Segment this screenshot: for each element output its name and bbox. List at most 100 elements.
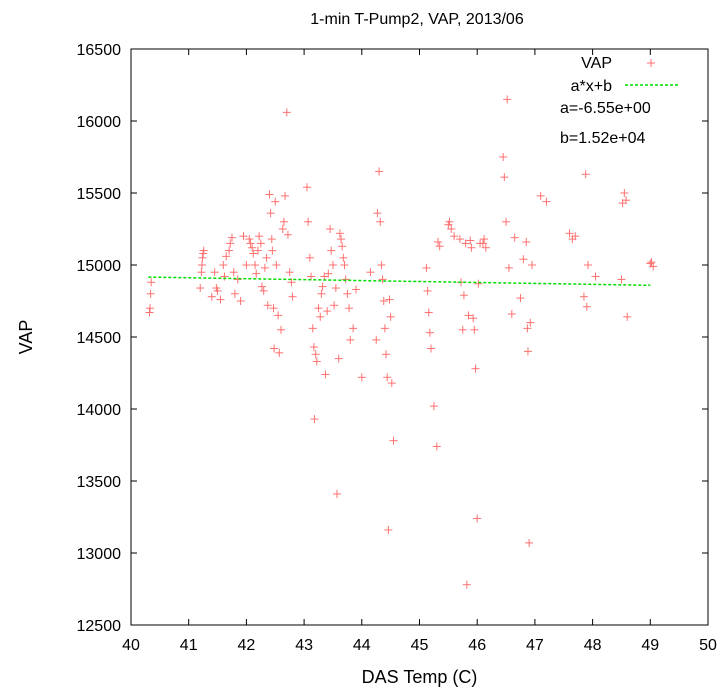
data-point	[285, 268, 294, 277]
data-point	[248, 243, 257, 252]
data-point	[378, 275, 387, 284]
data-point	[473, 514, 482, 523]
data-point	[145, 308, 154, 317]
data-point	[423, 286, 432, 295]
x-axis: 40 41 42 43 44 45 46 47 48 49 50	[122, 49, 717, 654]
data-point	[433, 237, 442, 246]
data-point	[422, 263, 431, 272]
x-tick-label: 42	[238, 637, 256, 654]
data-point	[467, 243, 476, 252]
data-point	[445, 217, 454, 226]
data-point	[324, 269, 333, 278]
fit-line	[148, 276, 651, 287]
data-point	[542, 197, 551, 206]
data-point	[450, 232, 459, 241]
legend-marker-vap	[647, 59, 655, 67]
y-tick-label: 14500	[77, 330, 122, 347]
data-point	[283, 230, 292, 239]
data-point	[525, 538, 534, 547]
data-point	[147, 278, 156, 287]
data-point	[255, 232, 264, 241]
data-point	[459, 291, 468, 300]
data-point	[458, 325, 467, 334]
y-tick-label: 15000	[77, 258, 122, 275]
data-point	[316, 312, 325, 321]
data-point	[474, 279, 483, 288]
data-point	[469, 314, 478, 323]
data-point	[220, 272, 229, 281]
y-tick-label: 12500	[77, 618, 122, 635]
data-point	[268, 246, 277, 255]
data-point	[379, 297, 388, 305]
x-tick-label: 44	[353, 637, 371, 654]
data-point	[386, 312, 395, 321]
data-point	[622, 196, 631, 205]
data-point	[455, 235, 464, 244]
data-point	[464, 311, 473, 320]
data-point	[233, 275, 242, 284]
data-point	[271, 197, 280, 206]
data-point	[251, 261, 260, 269]
x-tick-label: 50	[699, 637, 717, 654]
data-point	[326, 225, 335, 233]
data-point	[516, 294, 525, 303]
legend-label-vap: VAP	[581, 55, 612, 72]
data-point	[481, 243, 490, 252]
data-point	[226, 239, 235, 248]
data-point	[382, 350, 391, 359]
data-point	[263, 301, 272, 310]
data-point	[376, 217, 385, 226]
data-point	[317, 289, 326, 298]
data-point	[309, 343, 318, 352]
data-point	[260, 263, 269, 272]
data-point	[207, 292, 216, 301]
data-point	[341, 275, 350, 284]
data-point	[372, 335, 381, 344]
data-point	[196, 284, 205, 293]
data-point	[318, 282, 327, 291]
data-point	[225, 246, 234, 255]
data-point	[571, 232, 580, 241]
data-point	[617, 275, 626, 284]
data-point	[321, 370, 330, 379]
fit-param-b: b=1.52e+04	[560, 130, 646, 147]
legend-plus-glyph	[647, 59, 655, 67]
data-point	[198, 253, 207, 262]
y-tick-label: 14000	[77, 402, 122, 419]
data-point	[385, 295, 394, 304]
data-point	[470, 325, 479, 334]
data-point	[429, 402, 438, 411]
data-point	[435, 242, 444, 251]
y-tick-label: 13500	[77, 474, 122, 491]
x-axis-label: DAS Temp (C)	[362, 667, 478, 687]
data-point	[270, 344, 279, 353]
data-point	[278, 225, 287, 233]
data-point	[269, 304, 278, 313]
data-point	[266, 209, 275, 218]
fit-param-a: a=-6.55e+00	[560, 100, 651, 117]
data-point	[366, 268, 375, 277]
data-point	[146, 289, 155, 298]
x-tick-label: 40	[122, 637, 140, 654]
data-point	[503, 95, 512, 104]
data-point	[432, 442, 441, 451]
data-point	[267, 235, 276, 244]
y-tick-label: 16500	[77, 42, 122, 59]
data-point	[230, 289, 239, 298]
data-point	[427, 344, 436, 353]
data-point	[647, 258, 656, 267]
y-tick-label: 13000	[77, 546, 122, 563]
data-point	[252, 269, 261, 278]
x-tick-label: 49	[641, 637, 659, 654]
data-point	[310, 415, 319, 424]
data-point	[471, 364, 480, 373]
data-point	[282, 108, 291, 117]
data-point	[236, 297, 245, 305]
data-point	[389, 436, 398, 445]
data-point	[337, 235, 346, 244]
data-point	[323, 307, 332, 316]
data-point	[312, 357, 321, 366]
data-point	[502, 217, 511, 226]
